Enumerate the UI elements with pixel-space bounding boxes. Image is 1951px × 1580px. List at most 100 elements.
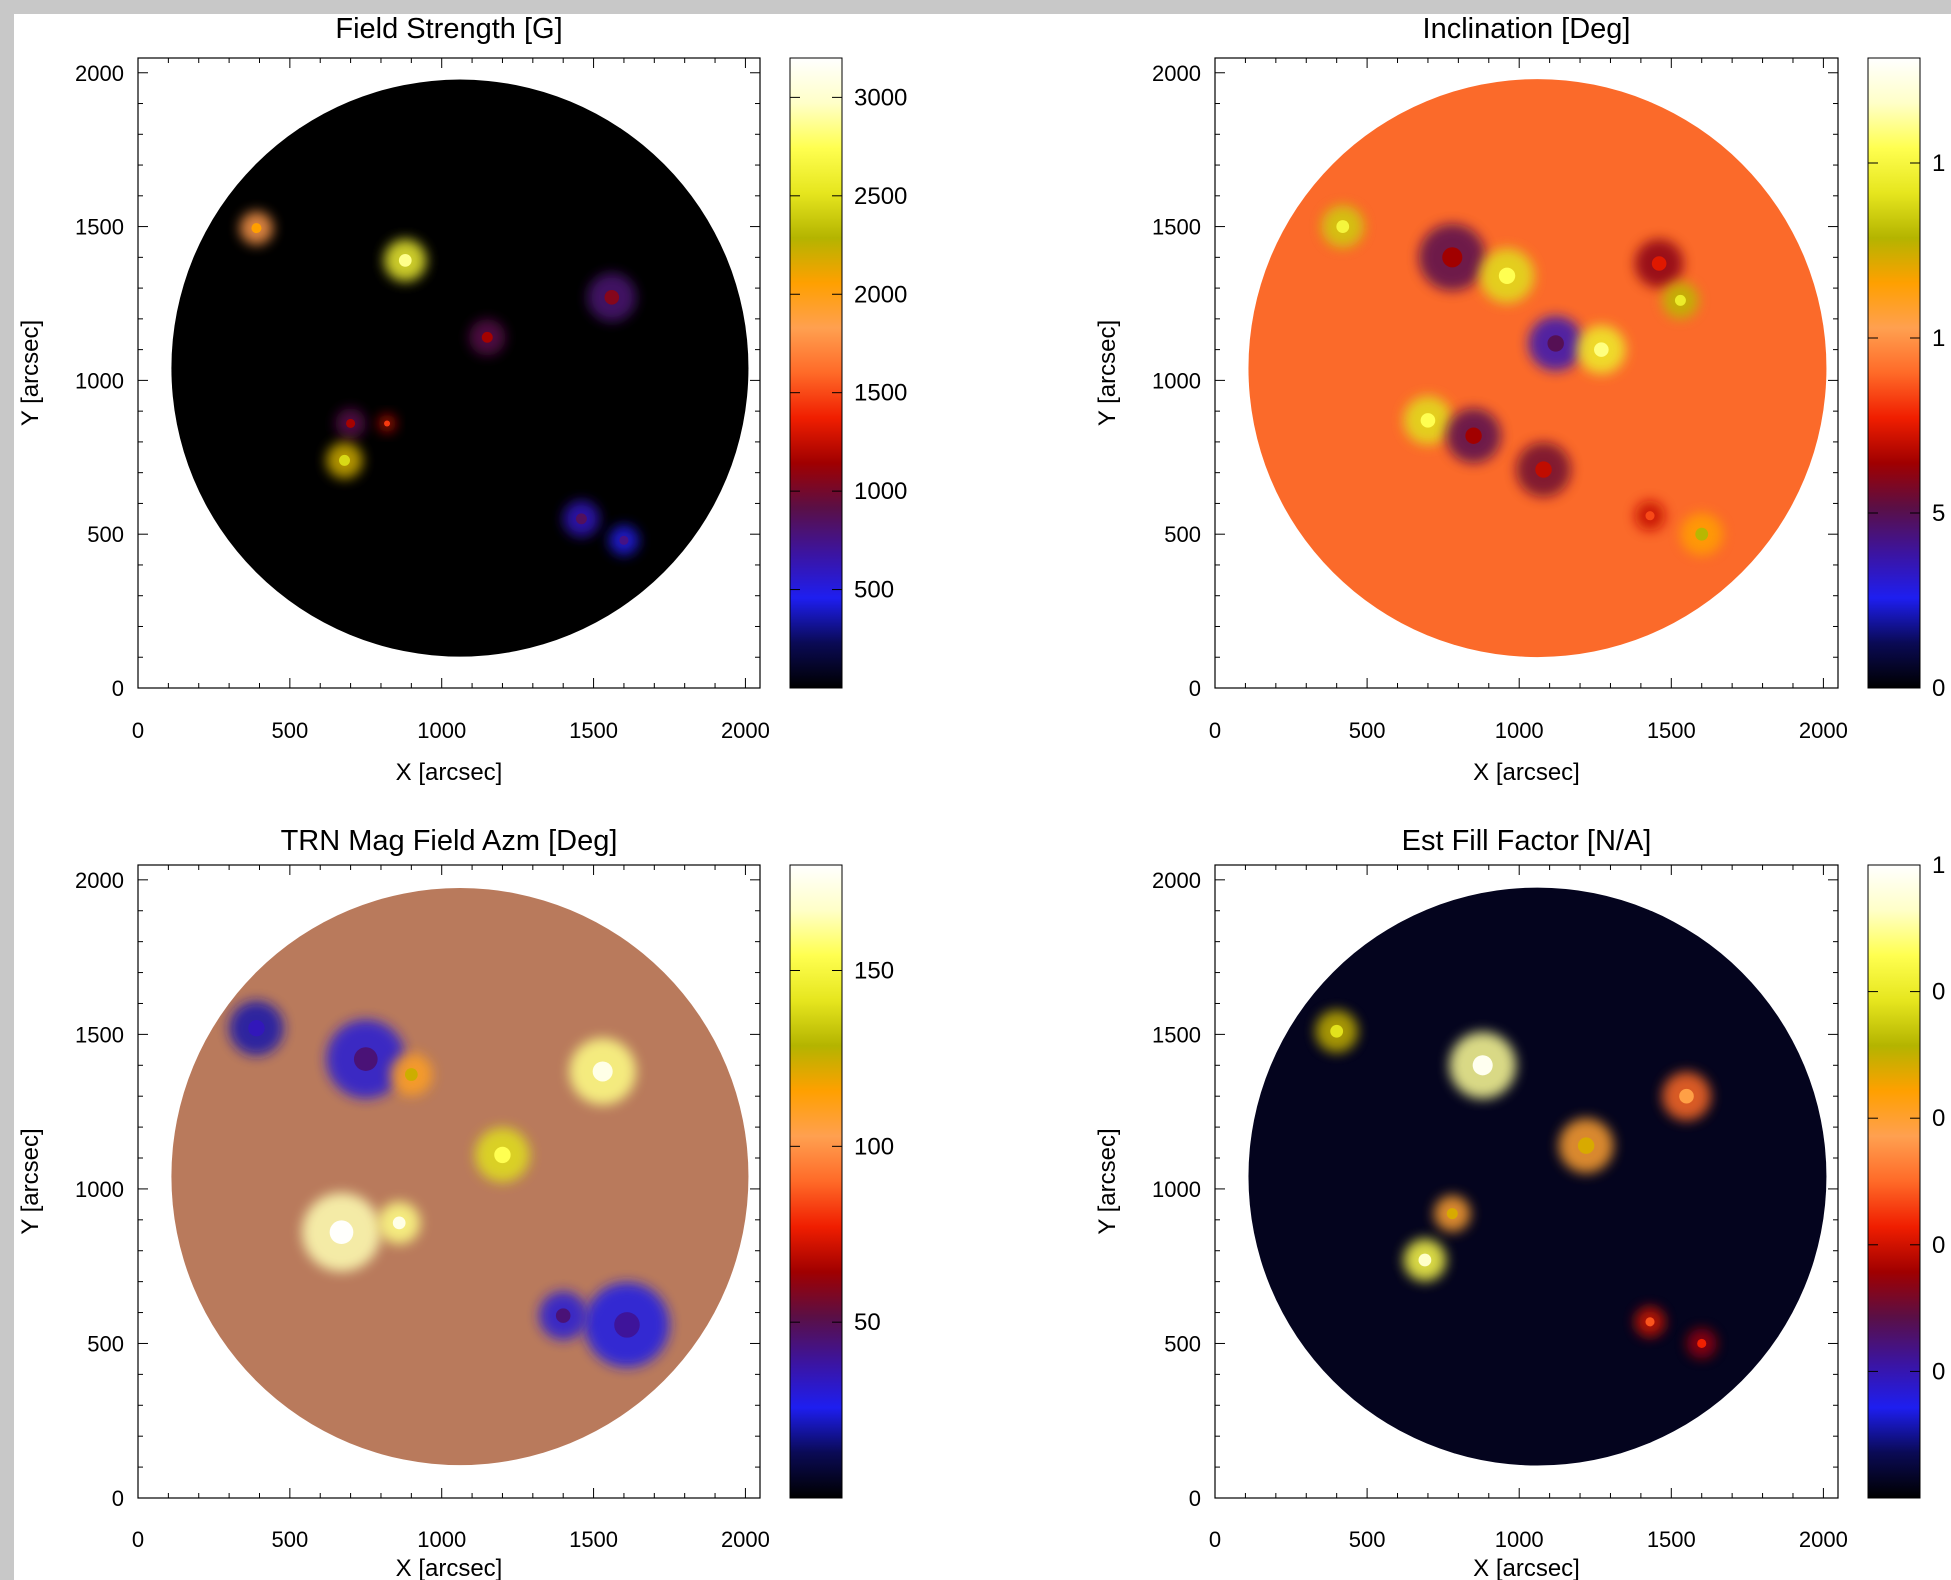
active-region-core	[248, 1019, 265, 1037]
active-region-core	[494, 1146, 511, 1164]
x-tick-label: 0	[1209, 1527, 1221, 1552]
active-region-core	[1330, 1024, 1344, 1038]
active-region-core	[1472, 1055, 1493, 1076]
x-tick-label: 500	[271, 1527, 308, 1552]
y-axis-label: Y [arcsec]	[17, 320, 44, 426]
solar-disk	[1248, 79, 1827, 658]
x-tick-label: 0	[132, 1527, 144, 1552]
y-tick-label: 2000	[75, 61, 124, 86]
colorbar-tick-label: 1000	[854, 478, 907, 505]
active-region-core	[1697, 1338, 1707, 1349]
y-tick-label: 1000	[1152, 368, 1201, 393]
chart-title: Est Fill Factor [N/A]	[1402, 825, 1652, 857]
chart-title: Inclination [Deg]	[1423, 13, 1631, 45]
y-tick-label: 0	[112, 676, 124, 701]
x-tick-label: 2000	[1799, 1527, 1848, 1552]
plot-frame	[1214, 864, 1839, 1499]
y-tick-label: 1500	[1152, 1022, 1201, 1047]
active-region-core	[329, 1220, 354, 1245]
y-tick-label: 1000	[75, 1177, 124, 1202]
y-tick-label: 500	[87, 1331, 124, 1356]
plot-frame	[137, 864, 761, 1499]
colorbar-tick-label: 150	[854, 958, 894, 985]
active-region-core	[604, 290, 620, 305]
active-region-core	[575, 513, 587, 525]
x-tick-label: 2000	[721, 718, 770, 743]
chart-title: TRN Mag Field Azm [Deg]	[281, 825, 618, 857]
window-frame-top	[0, 0, 1951, 14]
x-tick-label: 1500	[569, 1527, 618, 1552]
chart-title: Field Strength [G]	[335, 13, 562, 45]
colorbar-tick-label: 100	[854, 1133, 894, 1160]
y-tick-label: 2000	[1152, 868, 1201, 893]
active-region-core	[619, 535, 629, 545]
colorbar-tick-label: 2000	[854, 281, 907, 308]
active-region-core	[339, 454, 350, 466]
colorbar-tick-label: 500	[854, 577, 894, 604]
active-region-core	[384, 420, 391, 427]
colorbar-tick-label: 3000	[854, 84, 907, 111]
active-region-core	[1594, 342, 1609, 357]
active-region-core	[592, 1061, 613, 1082]
colorbar-tick-label: 0	[1932, 675, 1945, 702]
active-region-core	[1547, 335, 1564, 352]
x-tick-label: 500	[271, 718, 308, 743]
x-tick-label: 2000	[721, 1527, 770, 1552]
active-region-core	[1651, 256, 1667, 271]
x-tick-label: 500	[1349, 718, 1386, 743]
active-region-core	[1420, 413, 1436, 428]
colorbar-tick-label: 1	[1932, 325, 1945, 352]
plot-frame	[137, 57, 761, 689]
colorbar-tick-label: 1	[1932, 852, 1945, 879]
x-tick-label: 1500	[1647, 1527, 1696, 1552]
x-axis-label: X [arcsec]	[1473, 759, 1580, 786]
active-region-core	[404, 1068, 418, 1081]
window-frame-left	[0, 0, 14, 1580]
colorbar-tick-label: 2500	[854, 183, 907, 210]
active-region-core	[346, 418, 356, 429]
y-tick-label: 500	[1164, 522, 1201, 547]
active-region-core	[555, 1308, 571, 1323]
colorbar-tick-label: 1500	[854, 380, 907, 407]
x-tick-label: 1000	[417, 718, 466, 743]
x-tick-label: 1500	[569, 718, 618, 743]
y-axis-label: Y [arcsec]	[17, 1128, 44, 1234]
active-region-core	[1418, 1253, 1432, 1267]
colorbar-tick-label: 0	[1932, 1232, 1945, 1259]
y-tick-label: 500	[87, 522, 124, 547]
y-axis-label: Y [arcsec]	[1094, 1128, 1121, 1234]
y-tick-label: 1500	[75, 215, 124, 240]
y-axis-label: Y [arcsec]	[1094, 320, 1121, 426]
y-tick-label: 0	[1189, 1486, 1201, 1511]
colorbar-tick-label: 0	[1932, 979, 1945, 1006]
y-tick-label: 0	[1189, 676, 1201, 701]
x-tick-label: 500	[1349, 1527, 1386, 1552]
active-region-core	[614, 1312, 640, 1338]
x-tick-label: 1000	[417, 1527, 466, 1552]
solar-disk	[1248, 887, 1827, 1466]
active-region-core	[1674, 294, 1686, 306]
colorbar-tick-label: 0	[1932, 1358, 1945, 1385]
active-region-core	[392, 1216, 406, 1230]
y-tick-label: 2000	[1152, 61, 1201, 86]
active-region-core	[1442, 247, 1463, 268]
x-tick-label: 0	[1209, 718, 1221, 743]
x-axis-label: X [arcsec]	[396, 1555, 503, 1580]
colorbar-tick-label: 1	[1932, 150, 1945, 177]
y-tick-label: 1500	[75, 1022, 124, 1047]
active-region-core	[481, 331, 493, 343]
x-tick-label: 1000	[1495, 1527, 1544, 1552]
y-tick-label: 1000	[1152, 1177, 1201, 1202]
y-tick-label: 1000	[75, 368, 124, 393]
x-tick-label: 0	[132, 718, 144, 743]
active-region-core	[1535, 461, 1552, 478]
y-tick-label: 1500	[1152, 215, 1201, 240]
active-region-core	[353, 1047, 378, 1071]
colorbar	[789, 57, 843, 689]
y-tick-label: 0	[112, 1486, 124, 1511]
y-tick-label: 2000	[75, 868, 124, 893]
x-tick-label: 1500	[1647, 718, 1696, 743]
